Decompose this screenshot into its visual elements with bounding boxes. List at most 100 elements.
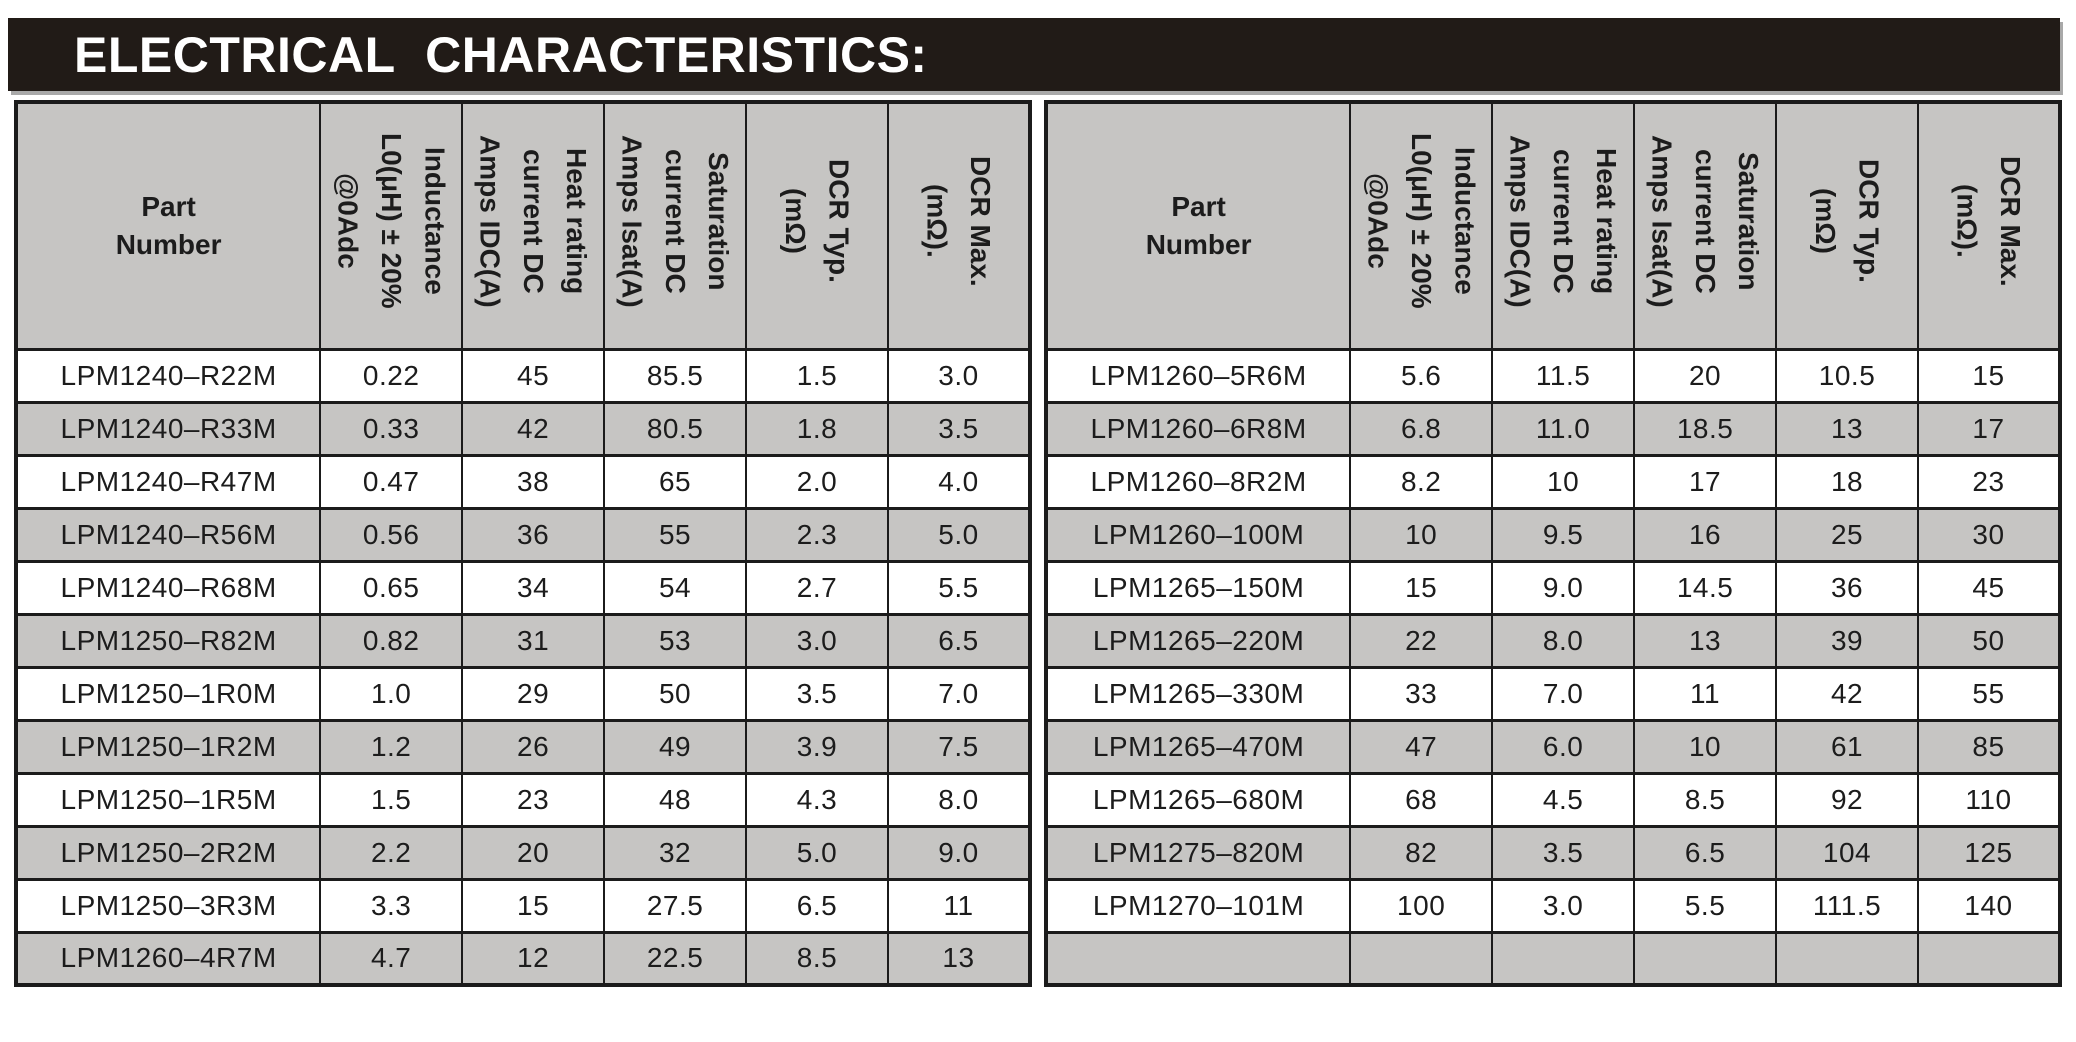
column-header-dcr-max: DCR Max. (mΩ). [887,100,1031,351]
table-row: LPM1260–6R8M 6.8 11.0 18.5 13 17 [1044,400,2061,457]
table-row: LPM1265–680M 68 4.5 8.5 92 110 [1044,771,2061,828]
table-row: LPM1250–1R5M 1.5 23 48 4.3 8.0 [14,771,1031,828]
dcr-max-cell: 7.5 [887,718,1031,775]
heat-rating-cell: 3.0 [1491,877,1636,934]
table-row [1044,930,2061,987]
dcr-max-cell: 5.5 [887,559,1031,616]
column-header-inductance: Inductance L0(μH) ± 20% @0Adc [1349,100,1494,351]
header-line: DCR Typ. [1853,158,1885,283]
dcr-max-cell: 17 [1917,400,2061,457]
heat-rating-cell: 12 [461,930,606,987]
saturation-cell: 22.5 [603,930,748,987]
dcr-max-cell: 140 [1917,877,2061,934]
part-number-cell: LPM1265–220M [1044,612,1352,669]
table-row: LPM1250–1R2M 1.2 26 49 3.9 7.5 [14,718,1031,775]
header-line: Amps Isat(A) [1646,134,1678,308]
saturation-cell: 55 [603,506,748,563]
dcr-max-cell: 55 [1917,665,2061,722]
dcr-typ-cell: 3.5 [745,665,889,722]
header-line: @0Adc [1362,172,1394,269]
part-number-cell: LPM1250–R82M [14,612,322,669]
header-line: DCR Typ. [823,158,855,283]
part-number-cell: LPM1240–R22M [14,347,322,404]
table-row: LPM1260–5R6M 5.6 11.5 20 10.5 15 [1044,347,2061,404]
saturation-cell: 6.5 [1633,824,1778,881]
saturation-cell: 50 [603,665,748,722]
tables-container: Part Number Inductance L0(μH) ± 20% @0Ad… [14,100,2062,987]
heat-rating-cell: 45 [461,347,606,404]
part-number-cell: LPM1250–1R5M [14,771,322,828]
electrical-characteristics-table-left: Part Number Inductance L0(μH) ± 20% @0Ad… [14,100,1032,987]
dcr-max-cell: 5.0 [887,506,1031,563]
table-row: LPM1265–470M 47 6.0 10 61 85 [1044,718,2061,775]
header-line: (mΩ). [921,183,953,258]
dcr-typ-cell: 25 [1775,506,1919,563]
header-line: current DC [1547,148,1579,294]
dcr-typ-cell: 3.0 [745,612,889,669]
table-row: LPM1265–220M 22 8.0 13 39 50 [1044,612,2061,669]
part-number-cell: LPM1240–R56M [14,506,322,563]
header-line: L0(μH) ± 20% [1405,133,1437,309]
part-number-cell: LPM1240–R68M [14,559,322,616]
dcr-typ-cell: 1.8 [745,400,889,457]
column-header-dcr-typ: DCR Typ. (mΩ) [1775,100,1919,351]
inductance-cell [1349,930,1494,987]
saturation-cell: 32 [603,824,748,881]
header-line: @0Adc [332,172,364,269]
dcr-typ-cell: 8.5 [745,930,889,987]
column-header-inductance: Inductance L0(μH) ± 20% @0Adc [319,100,464,351]
table-row: LPM1250–2R2M 2.2 20 32 5.0 9.0 [14,824,1031,881]
dcr-max-cell: 110 [1917,771,2061,828]
header-line: Part [1171,190,1226,222]
column-header-heat-rating: Heat rating current DC Amps IDC(A) [1491,100,1636,351]
part-number-cell: LPM1260–100M [1044,506,1352,563]
header-line: current DC [1689,148,1721,294]
dcr-max-cell: 15 [1917,347,2061,404]
table-row: LPM1240–R33M 0.33 42 80.5 1.8 3.5 [14,400,1031,457]
part-number-cell: LPM1240–R47M [14,453,322,510]
heat-rating-cell: 23 [461,771,606,828]
dcr-max-cell: 8.0 [887,771,1031,828]
electrical-characteristics-table-right: Part Number Inductance L0(μH) ± 20% @0Ad… [1044,100,2062,987]
table-row: LPM1250–R82M 0.82 31 53 3.0 6.5 [14,612,1031,669]
saturation-cell: 54 [603,559,748,616]
header-line: Number [1145,228,1252,260]
table-row: LPM1240–R68M 0.65 34 54 2.7 5.5 [14,559,1031,616]
dcr-typ-cell: 111.5 [1775,877,1919,934]
header-line: Amps Isat(A) [616,134,648,308]
table-row: LPM1260–8R2M 8.2 10 17 18 23 [1044,453,2061,510]
table-row: LPM1250–3R3M 3.3 15 27.5 6.5 11 [14,877,1031,934]
dcr-max-cell: 4.0 [887,453,1031,510]
column-header-saturation: Saturation current DC Amps Isat(A) [603,100,748,351]
part-number-cell: LPM1270–101M [1044,877,1352,934]
heat-rating-cell: 29 [461,665,606,722]
dcr-typ-cell: 18 [1775,453,1919,510]
inductance-cell: 0.33 [319,400,464,457]
inductance-cell: 4.7 [319,930,464,987]
header-row: Part Number Inductance L0(μH) ± 20% @0Ad… [1044,100,2061,351]
heat-rating-cell: 10 [1491,453,1636,510]
inductance-cell: 15 [1349,559,1494,616]
column-header-dcr-typ: DCR Typ. (mΩ) [745,100,889,351]
dcr-max-cell: 9.0 [887,824,1031,881]
header-line: L0(μH) ± 20% [375,133,407,309]
table-row: LPM1270–101M 100 3.0 5.5 111.5 140 [1044,877,2061,934]
header-line: Amps IDC(A) [474,134,506,308]
header-line: DCR Max. [964,155,996,287]
part-number-cell [1044,930,1352,987]
inductance-cell: 1.2 [319,718,464,775]
dcr-typ-cell: 6.5 [745,877,889,934]
heat-rating-cell: 11.0 [1491,400,1636,457]
heat-rating-cell: 34 [461,559,606,616]
header-line: Heat rating [561,147,593,294]
column-header-dcr-max: DCR Max. (mΩ). [1917,100,2061,351]
inductance-cell: 82 [1349,824,1494,881]
heat-rating-cell: 20 [461,824,606,881]
dcr-max-cell: 6.5 [887,612,1031,669]
saturation-cell: 13 [1633,612,1778,669]
dcr-typ-cell: 3.9 [745,718,889,775]
saturation-cell: 53 [603,612,748,669]
part-number-cell: LPM1275–820M [1044,824,1352,881]
saturation-cell: 27.5 [603,877,748,934]
saturation-cell: 8.5 [1633,771,1778,828]
